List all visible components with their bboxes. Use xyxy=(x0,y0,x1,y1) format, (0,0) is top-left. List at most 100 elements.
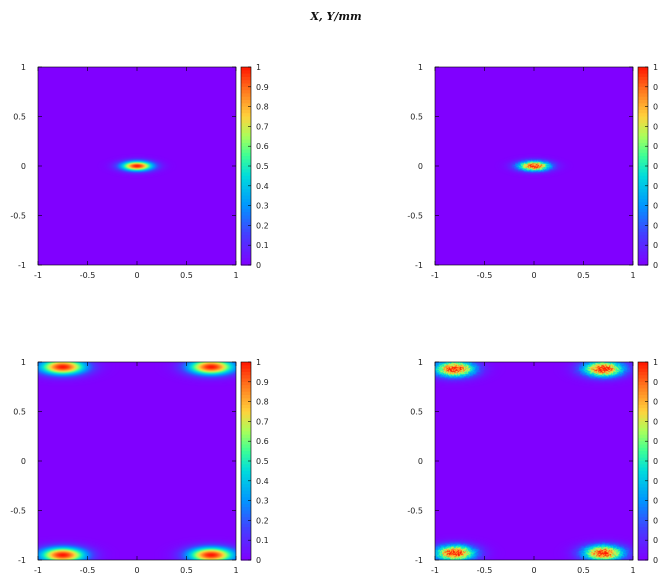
colorbar-segment xyxy=(241,401,251,406)
colorbar-segment xyxy=(241,494,251,498)
colorbar-segment xyxy=(241,133,251,137)
colorbar-segment xyxy=(241,109,251,114)
colorbar-segment xyxy=(241,248,251,253)
colorbar-segment xyxy=(638,480,648,485)
colorbar-tick-label: 0 xyxy=(653,182,658,191)
colorbar-segment xyxy=(638,424,648,429)
colorbar-segment xyxy=(241,540,251,545)
colorbar-segment xyxy=(241,520,251,525)
colorbar-segment xyxy=(638,517,648,521)
colorbar-segment xyxy=(638,166,648,170)
colorbar-segment xyxy=(241,530,251,535)
colorbar-segment xyxy=(638,136,648,141)
colorbar-tick-label: 1 xyxy=(256,63,261,72)
colorbar-segment xyxy=(638,80,648,85)
colorbar-segment xyxy=(638,444,648,449)
colorbar-segment xyxy=(241,182,251,187)
colorbar-tick-label: 0 xyxy=(653,221,658,230)
colorbar-segment xyxy=(241,474,251,479)
colorbar-segment xyxy=(241,457,251,462)
colorbar-segment xyxy=(241,139,251,144)
colorbar-tick-label: 1 xyxy=(653,358,658,367)
colorbar-tick-label: 0 xyxy=(256,556,261,565)
colorbar-tick-label: 0.3 xyxy=(256,202,269,211)
colorbar-segment xyxy=(638,103,648,108)
colorbar-segment xyxy=(241,510,251,515)
y-tick-label: -1 xyxy=(415,556,423,565)
y-tick-label: 0.5 xyxy=(410,408,423,417)
colorbar-segment xyxy=(241,258,251,263)
colorbar-segment xyxy=(638,362,648,366)
x-tick-label: 0.5 xyxy=(577,566,590,575)
colorbar-segment xyxy=(638,156,648,160)
colorbar-segment xyxy=(638,245,648,250)
colorbar-segment xyxy=(241,199,251,203)
colorbar-segment xyxy=(638,477,648,482)
colorbar-segment xyxy=(638,398,648,403)
colorbar-segment xyxy=(638,248,648,253)
y-tick-label: -1 xyxy=(18,556,26,565)
y-tick-label: 0.5 xyxy=(13,408,26,417)
colorbar-segment xyxy=(241,503,251,508)
colorbar-segment xyxy=(638,530,648,535)
heatmap-image xyxy=(38,67,236,265)
y-tick-label: 0 xyxy=(21,162,26,171)
x-tick-label: 0.5 xyxy=(577,271,590,280)
colorbar-segment xyxy=(241,235,251,240)
x-tick-label: 1 xyxy=(630,271,635,280)
y-tick-label: 0.5 xyxy=(13,113,26,122)
colorbar-segment xyxy=(241,241,251,246)
colorbar-segment xyxy=(638,185,648,190)
colorbar-segment xyxy=(241,497,251,502)
colorbar-segment xyxy=(638,142,648,147)
colorbar-segment xyxy=(638,149,648,154)
colorbar-segment xyxy=(638,169,648,174)
x-tick-label: -0.5 xyxy=(477,566,493,575)
colorbar-segment xyxy=(638,139,648,144)
colorbar-segment xyxy=(638,113,648,118)
colorbar-segment xyxy=(638,523,648,528)
colorbar-segment xyxy=(241,100,251,104)
colorbar-segment xyxy=(638,411,648,416)
x-tick-label: 0 xyxy=(531,566,536,575)
colorbar-segment xyxy=(241,126,251,131)
colorbar-segment xyxy=(241,228,251,233)
colorbar-segment xyxy=(241,232,251,236)
heatmap-panel-top-right: -1 -0.5 0 0.5 1 1 0.5 0 -0.5 -1 1 0 0 0 0 0 0 0 0 0 0 xyxy=(407,63,658,280)
colorbar-segment xyxy=(241,156,251,160)
colorbar-segment xyxy=(638,503,648,508)
colorbar-segment xyxy=(638,470,648,475)
heatmap-image xyxy=(435,67,633,265)
colorbar-segment xyxy=(638,152,648,157)
colorbar-segment xyxy=(241,451,251,455)
colorbar-segment xyxy=(241,480,251,485)
colorbar-segment xyxy=(241,490,251,495)
colorbar-tick-label: 0 xyxy=(653,417,658,426)
heatmap-panel-top-left: -1 -0.5 0 0.5 1 1 0.5 0 -0.5 -1 1 0.9 0.8 0.7 0.6 0.5 0.… xyxy=(10,63,268,280)
colorbar-segment xyxy=(241,80,251,85)
y-tick-label: -0.5 xyxy=(10,212,26,221)
colorbar-segment xyxy=(241,408,251,413)
colorbar-segment xyxy=(241,431,251,436)
colorbar-segment xyxy=(638,86,648,91)
colorbar-segment xyxy=(638,540,648,545)
figure-title: X, Y/mm xyxy=(309,10,361,23)
colorbar-segment xyxy=(241,381,251,386)
y-tick-label: -0.5 xyxy=(10,507,26,516)
heatmap-image xyxy=(435,362,633,560)
colorbar-segment xyxy=(241,556,251,561)
colorbar-segment xyxy=(638,474,648,479)
colorbar-segment xyxy=(241,106,251,111)
colorbar-segment xyxy=(638,228,648,233)
colorbar-segment xyxy=(241,152,251,157)
colorbar-segment xyxy=(638,189,648,193)
colorbar-segment xyxy=(241,368,251,373)
colorbar-segment xyxy=(241,447,251,452)
colorbar-segment xyxy=(241,371,251,376)
colorbar-tick-label: 0.1 xyxy=(256,241,269,250)
colorbar-segment xyxy=(638,90,648,94)
colorbar-tick-label: 0.4 xyxy=(256,477,269,486)
colorbar-segment xyxy=(241,86,251,91)
colorbar-segment xyxy=(638,182,648,187)
y-tick-label: 1 xyxy=(418,63,423,72)
